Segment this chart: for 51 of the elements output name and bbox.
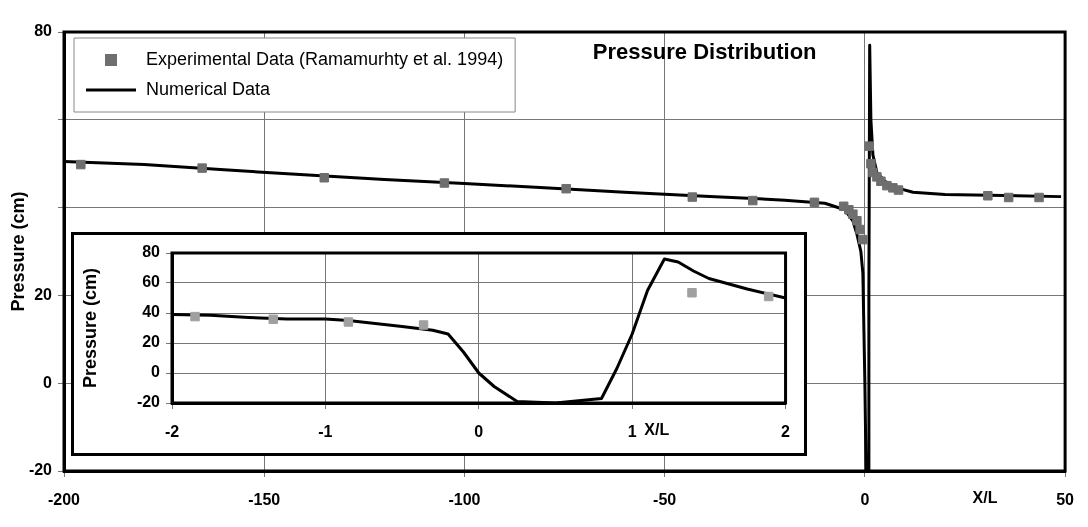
x-tick-label: -2 bbox=[164, 423, 180, 441]
x-tick-label: -200 bbox=[47, 491, 81, 509]
point bbox=[76, 159, 86, 170]
point bbox=[418, 320, 429, 330]
point bbox=[1034, 192, 1044, 203]
x-tick-label: 2 bbox=[781, 423, 791, 441]
point bbox=[748, 195, 758, 206]
y-tick-label: -20 bbox=[136, 393, 161, 411]
y-tick-label: 0 bbox=[43, 373, 53, 391]
y-tick-label: 80 bbox=[142, 243, 161, 261]
point bbox=[687, 288, 697, 298]
point bbox=[983, 191, 993, 201]
y-tick-label: -20 bbox=[28, 461, 53, 479]
point bbox=[197, 163, 207, 173]
point bbox=[866, 158, 876, 169]
x-tick-label: 0 bbox=[474, 423, 484, 441]
y-tick-label: 0 bbox=[151, 363, 161, 381]
point bbox=[268, 314, 278, 325]
y-tick-label: 20 bbox=[142, 333, 161, 351]
legend-label: Numerical Data bbox=[146, 78, 272, 99]
x-tick-label: 0 bbox=[860, 491, 870, 509]
point bbox=[893, 185, 904, 195]
point bbox=[343, 317, 354, 327]
x-tick-label: 50 bbox=[1056, 491, 1075, 509]
legend-label: Experimental Data (Ramamurhty et al. 1994) bbox=[146, 48, 504, 69]
x-tick-label: -100 bbox=[448, 491, 481, 509]
x-tick-label: -50 bbox=[653, 491, 677, 509]
point bbox=[809, 197, 820, 208]
point bbox=[687, 192, 698, 202]
point bbox=[1003, 192, 1014, 203]
x-axis-title: X/L bbox=[972, 489, 998, 507]
y-tick-label: 60 bbox=[142, 273, 161, 291]
point bbox=[855, 224, 865, 235]
y-tick-label: 20 bbox=[34, 285, 53, 303]
point bbox=[858, 234, 868, 245]
x-axis-title: X/L bbox=[644, 421, 670, 439]
y-axis-title: Pressure (cm) bbox=[79, 267, 100, 389]
y-tick-label: 80 bbox=[34, 22, 53, 40]
point bbox=[864, 141, 875, 151]
x-tick-label: 1 bbox=[627, 423, 637, 441]
point bbox=[561, 183, 571, 194]
chart-title: Pressure Distribution bbox=[592, 39, 817, 65]
point bbox=[319, 173, 330, 183]
x-tick-label: -150 bbox=[248, 491, 281, 509]
point bbox=[190, 311, 200, 322]
point bbox=[439, 178, 450, 188]
y-tick-label: 40 bbox=[142, 303, 161, 321]
x-tick-label: -1 bbox=[318, 423, 333, 441]
point bbox=[852, 216, 862, 226]
point bbox=[763, 291, 774, 302]
y-axis-title: Pressure (cm) bbox=[7, 191, 28, 312]
